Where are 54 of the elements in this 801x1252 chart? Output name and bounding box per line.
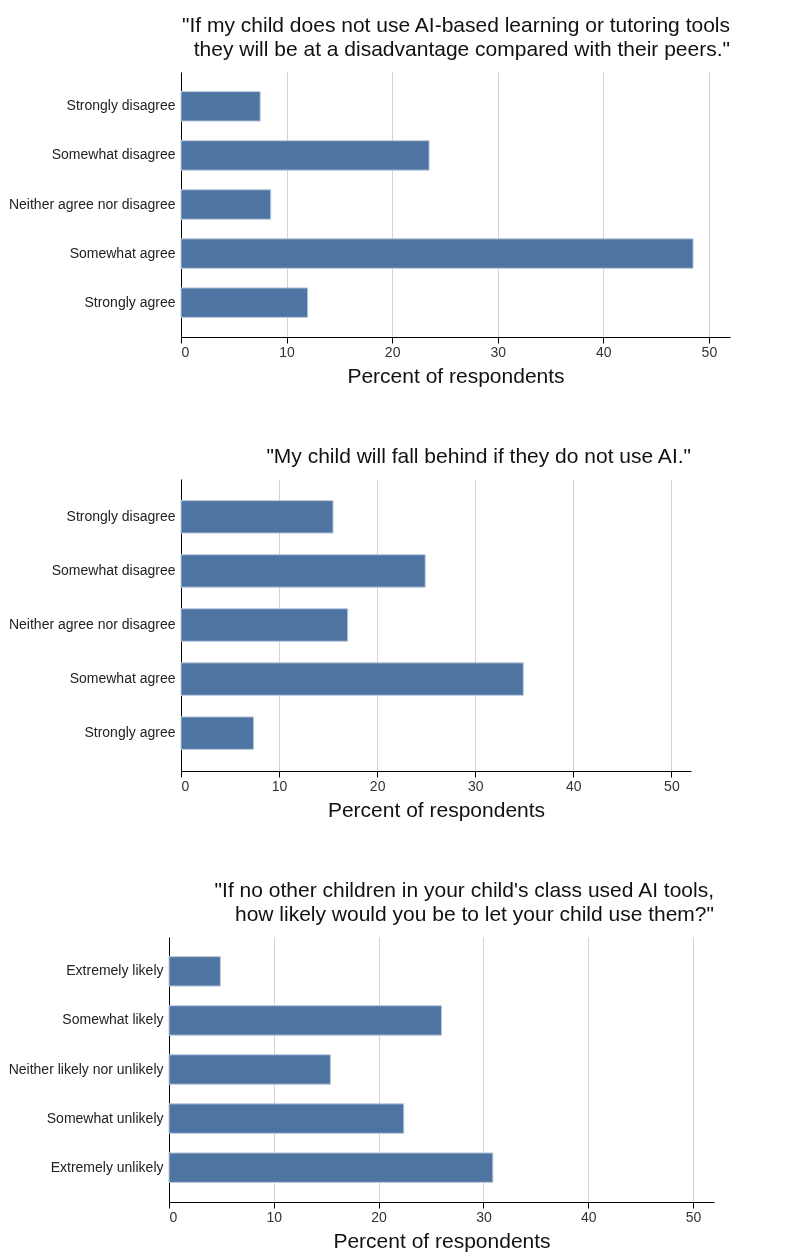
x-tick-label: 50	[701, 343, 718, 360]
bar	[180, 500, 334, 534]
bar	[168, 956, 221, 987]
x-tick-label: 10	[266, 1208, 283, 1225]
x-tick-label: 10	[279, 343, 296, 360]
bar	[180, 662, 524, 696]
x-tick-label: 40	[596, 343, 612, 360]
bar	[180, 238, 694, 269]
x-tick-label: 30	[467, 777, 484, 794]
y-tick-label: Extremely likely	[66, 962, 164, 979]
y-tick-label: Strongly agree	[84, 724, 176, 741]
bar	[180, 91, 261, 122]
y-tick-label: Strongly disagree	[66, 507, 176, 524]
chart-title: "My child will fall behind if they do not use AI."	[266, 444, 691, 467]
y-tick-label: Somewhat disagree	[51, 561, 176, 578]
x-tick-label: 10	[271, 777, 288, 794]
y-tick-label: Strongly agree	[84, 293, 176, 310]
x-tick-label: 40	[566, 777, 582, 794]
bar	[168, 1103, 405, 1134]
bar	[168, 1005, 442, 1036]
x-tick-label: 40	[580, 1208, 597, 1225]
y-tick-label: Somewhat likely	[62, 1011, 164, 1028]
x-tick-label: 0	[169, 1208, 178, 1225]
chart-title: "If my child does not use AI-based learning or tutoring tools they will be at a disadvantage compared with their peers."	[182, 13, 730, 60]
y-tick-label: Neither likely nor unlikely	[8, 1060, 164, 1077]
x-axis-title: Percent of respondents	[333, 1228, 551, 1252]
chart-title: "If no other children in your child's class used AI tools, how likely would you be to let your child use them?"	[214, 878, 714, 925]
x-tick-label: 30	[476, 1208, 492, 1225]
x-tick-label: 30	[490, 343, 507, 360]
x-tick-label: 50	[664, 777, 680, 794]
y-tick-label: Neither agree nor disagree	[8, 195, 176, 212]
y-tick-label: Extremely unlikely	[50, 1158, 164, 1175]
y-tick-label: Somewhat disagree	[51, 146, 176, 163]
x-axis-title: Percent of respondents	[327, 797, 546, 821]
y-tick-label: Somewhat unlikely	[46, 1109, 164, 1126]
bar	[168, 1054, 331, 1085]
bar	[180, 608, 349, 642]
x-tick-label: 50	[685, 1208, 702, 1225]
bar	[180, 287, 309, 318]
x-tick-label: 20	[371, 1208, 388, 1225]
x-tick-label: 20	[384, 343, 401, 360]
x-tick-label: 20	[369, 777, 386, 794]
bar	[180, 189, 272, 220]
x-tick-label: 0	[181, 777, 190, 794]
y-tick-label: Strongly disagree	[66, 97, 176, 114]
bar	[180, 554, 426, 588]
y-tick-label: Somewhat agree	[69, 670, 176, 687]
bar	[168, 1152, 494, 1183]
x-axis-title: Percent of respondents	[347, 363, 565, 387]
bar	[180, 140, 430, 171]
y-tick-label: Somewhat agree	[69, 244, 176, 261]
y-tick-label: Neither agree nor disagree	[8, 616, 176, 632]
bar	[180, 716, 255, 750]
x-tick-label: 0	[181, 343, 190, 360]
